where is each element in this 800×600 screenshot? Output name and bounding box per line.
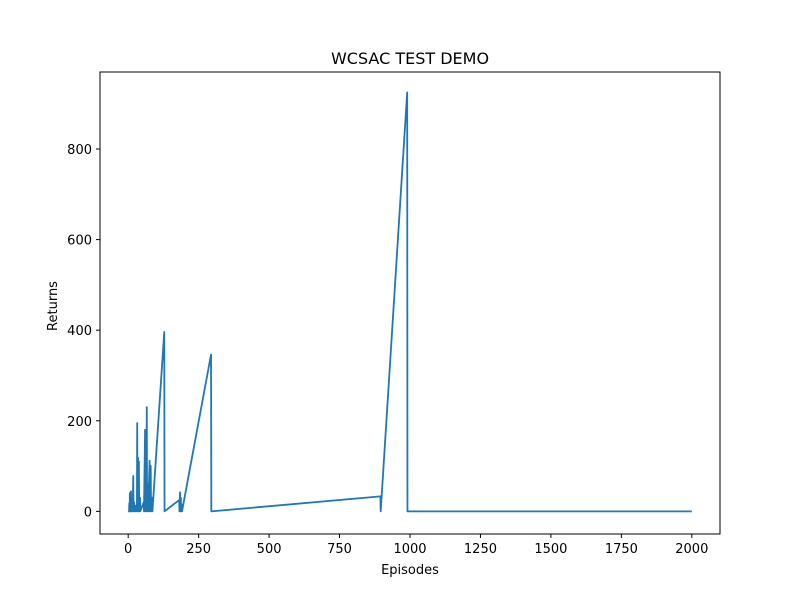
y-tick-label: 600 — [67, 234, 92, 249]
y-tick-label: 800 — [67, 143, 92, 158]
y-tick-label: 400 — [67, 324, 92, 339]
x-tick-label: 1500 — [534, 542, 567, 557]
chart-title: WCSAC TEST DEMO — [331, 49, 489, 68]
x-tick-label: 1000 — [393, 542, 426, 557]
x-axis-title: Episodes — [381, 563, 439, 578]
x-tick-label: 750 — [327, 542, 352, 557]
y-axis-ticks: 0 200 400 600 800 — [67, 143, 100, 520]
y-tick-label: 0 — [84, 505, 92, 520]
series-line-0 — [128, 91, 692, 513]
x-tick-label: 1750 — [605, 542, 638, 557]
x-axis-ticks: 0 250 500 750 1000 1250 1500 1750 2000 — [124, 534, 708, 557]
plot-area — [128, 91, 692, 513]
x-tick-label: 500 — [257, 542, 282, 557]
y-axis-title: Returns — [46, 281, 61, 331]
axes-frame — [99, 71, 721, 535]
x-tick-label: 1250 — [464, 542, 497, 557]
y-tick-label: 200 — [67, 415, 92, 430]
x-tick-label: 250 — [186, 542, 211, 557]
x-tick-label: 0 — [124, 542, 132, 557]
x-tick-label: 2000 — [675, 542, 708, 557]
